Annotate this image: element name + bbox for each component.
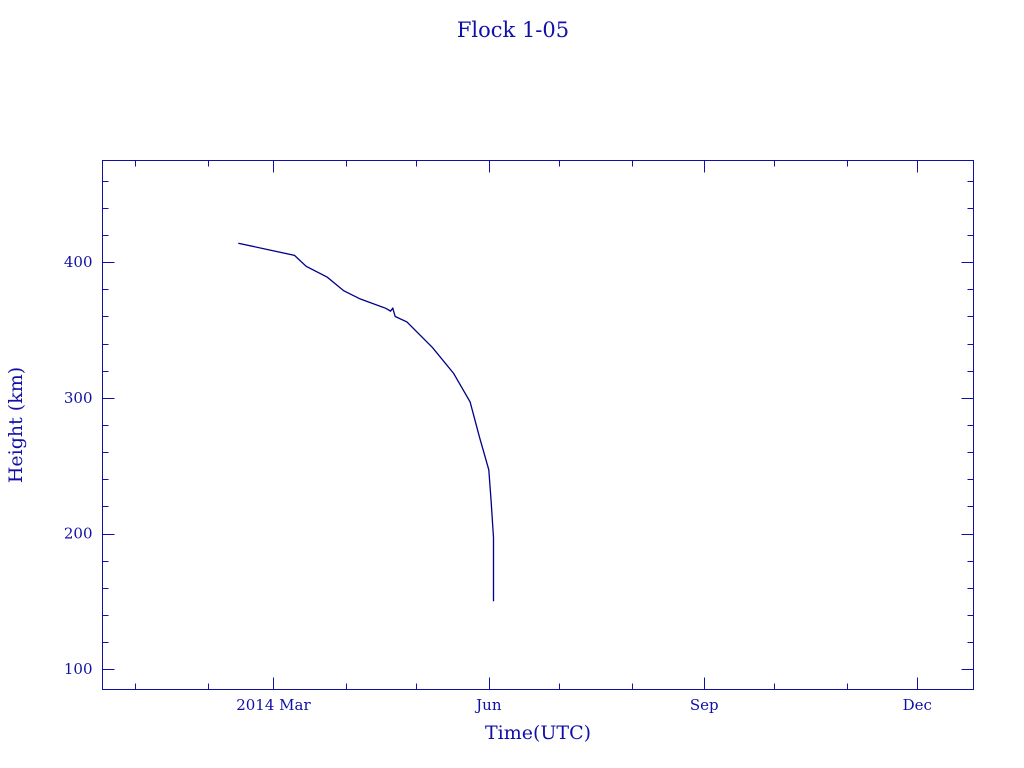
y-tick-label: 400 (64, 253, 93, 271)
x-tick-label: 2014 Mar (236, 696, 311, 714)
plot-frame (102, 160, 974, 690)
x-tick-label: Dec (903, 696, 932, 714)
tick-labels: 100 200 300 400 2014 Mar Jun Sep Dec (64, 253, 932, 714)
x-tick-label: Jun (474, 696, 502, 714)
x-tick-label: Sep (690, 696, 719, 714)
series-line (238, 242, 495, 602)
y-tick-label: 200 (64, 525, 93, 543)
ticks (102, 160, 974, 690)
y-tick-label: 300 (64, 389, 93, 407)
chart-title: Flock 1-05 (457, 18, 569, 42)
y-axis-label: Height (km) (5, 367, 27, 483)
x-axis-label: Time(UTC) (485, 722, 591, 744)
y-tick-label: 100 (64, 660, 93, 678)
